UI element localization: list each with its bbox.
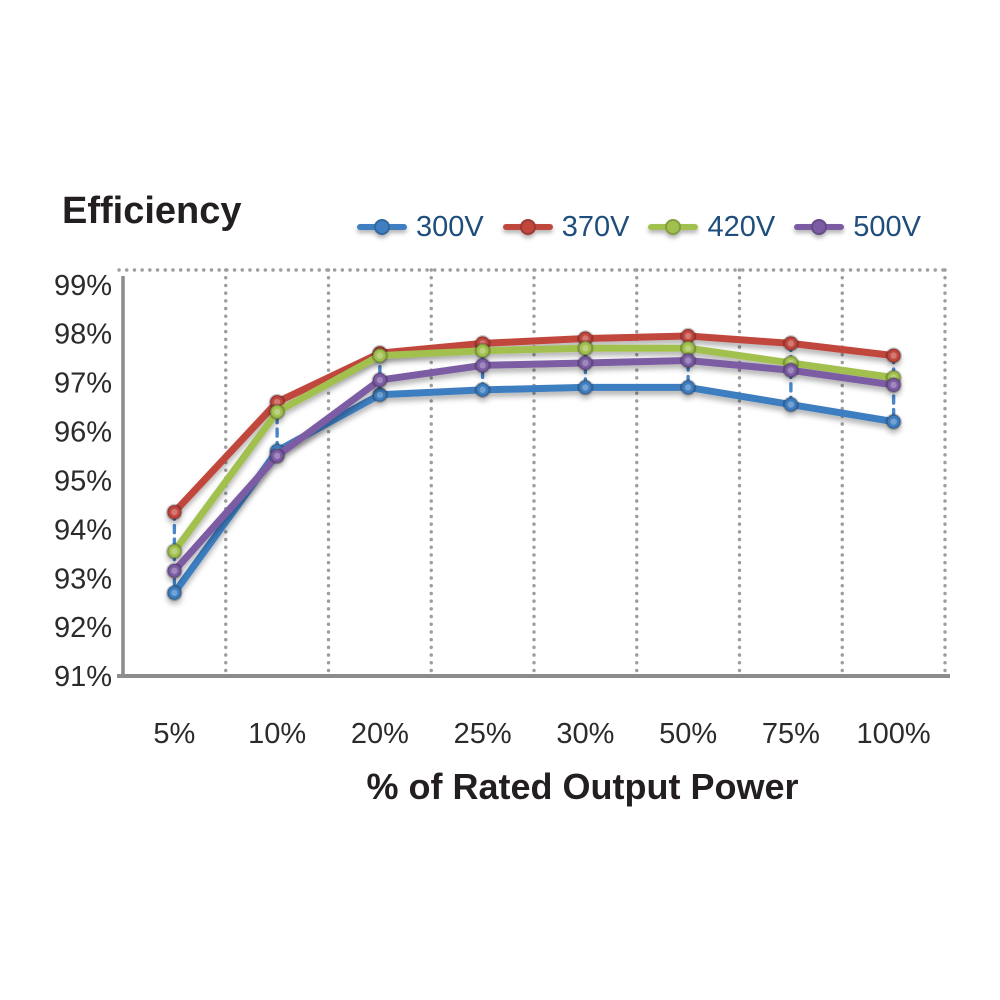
- x-axis-title: % of Rated Output Power: [366, 766, 799, 807]
- marker-center-300V-25%: [479, 386, 486, 394]
- legend-label-370v: 370V: [561, 210, 630, 243]
- legend: 300V 370V 420V 500V: [357, 208, 921, 246]
- marker-center-420V-25%: [479, 347, 486, 354]
- legend-circle-icon: [374, 219, 390, 235]
- x-tick-label: 10%: [248, 718, 306, 750]
- marker-center-420V-20%: [376, 352, 384, 359]
- legend-line-marker-icon: [648, 219, 699, 235]
- chart-title: Efficiency: [62, 190, 242, 232]
- marker-center-500V-30%: [582, 359, 589, 367]
- marker-center-420V-10%: [273, 408, 281, 416]
- marker-center-420V-50%: [684, 345, 692, 352]
- marker-center-500V-100%: [890, 381, 897, 389]
- y-tick-label: 91%: [54, 661, 112, 693]
- marker-center-500V-50%: [684, 357, 692, 364]
- marker-center-500V-75%: [787, 367, 795, 374]
- y-tick-label: 95%: [54, 465, 112, 497]
- marker-center-420V-5%: [171, 548, 178, 555]
- marker-center-300V-100%: [890, 418, 897, 425]
- marker-center-300V-75%: [787, 401, 795, 408]
- marker-center-370V-100%: [890, 352, 897, 359]
- legend-label-500v: 500V: [853, 210, 921, 243]
- x-tick-label: 30%: [556, 718, 614, 750]
- legend-circle-icon: [519, 219, 536, 235]
- legend-circle-icon: [811, 219, 828, 235]
- y-tick-label: 96%: [54, 417, 112, 449]
- legend-item-300v: 300V: [357, 210, 484, 243]
- y-tick-label: 97%: [54, 368, 112, 400]
- legend-label-420v: 420V: [707, 210, 776, 243]
- series-line-370V: [170, 332, 898, 516]
- series-line-500V: [170, 356, 898, 575]
- legend-circle-icon: [665, 219, 682, 235]
- y-tick-label: 98%: [54, 319, 112, 351]
- marker-center-500V-25%: [479, 362, 486, 369]
- marker-center-370V-30%: [582, 335, 589, 342]
- marker-center-300V-30%: [582, 384, 589, 391]
- legend-item-420v: 420V: [648, 210, 776, 243]
- legend-label-300v: 300V: [416, 210, 484, 243]
- marker-center-300V-5%: [171, 589, 178, 597]
- series-line-420V: [170, 344, 898, 555]
- legend-line-marker-icon: [502, 219, 553, 235]
- legend-line-marker-icon: [794, 219, 845, 235]
- x-tick-label: 25%: [454, 718, 512, 750]
- y-tick-label: 94%: [54, 514, 112, 546]
- x-tick-label: 20%: [351, 718, 409, 750]
- y-tick-label: 92%: [54, 612, 112, 644]
- marker-center-370V-5%: [171, 508, 178, 516]
- marker-center-500V-20%: [376, 376, 384, 384]
- marker-center-370V-10%: [273, 398, 281, 406]
- marker-center-500V-10%: [273, 452, 281, 460]
- marker-center-300V-20%: [376, 391, 384, 398]
- x-tick-label: 5%: [153, 718, 195, 750]
- legend-item-370v: 370V: [502, 210, 630, 243]
- series-420V: [166, 340, 902, 560]
- x-tick-label: 75%: [762, 718, 820, 750]
- marker-center-500V-5%: [171, 567, 178, 575]
- series-500V: [166, 352, 902, 580]
- y-tick-label: 99%: [54, 270, 112, 302]
- legend-item-500v: 500V: [794, 210, 921, 243]
- marker-center-370V-50%: [684, 332, 692, 340]
- y-tick-label: 93%: [54, 563, 112, 595]
- x-tick-label: 100%: [857, 718, 931, 750]
- legend-line-marker-icon: [357, 219, 407, 235]
- marker-center-420V-30%: [582, 345, 589, 352]
- marker-center-370V-75%: [787, 340, 795, 347]
- marker-center-300V-50%: [684, 384, 692, 391]
- x-tick-label: 50%: [659, 718, 717, 750]
